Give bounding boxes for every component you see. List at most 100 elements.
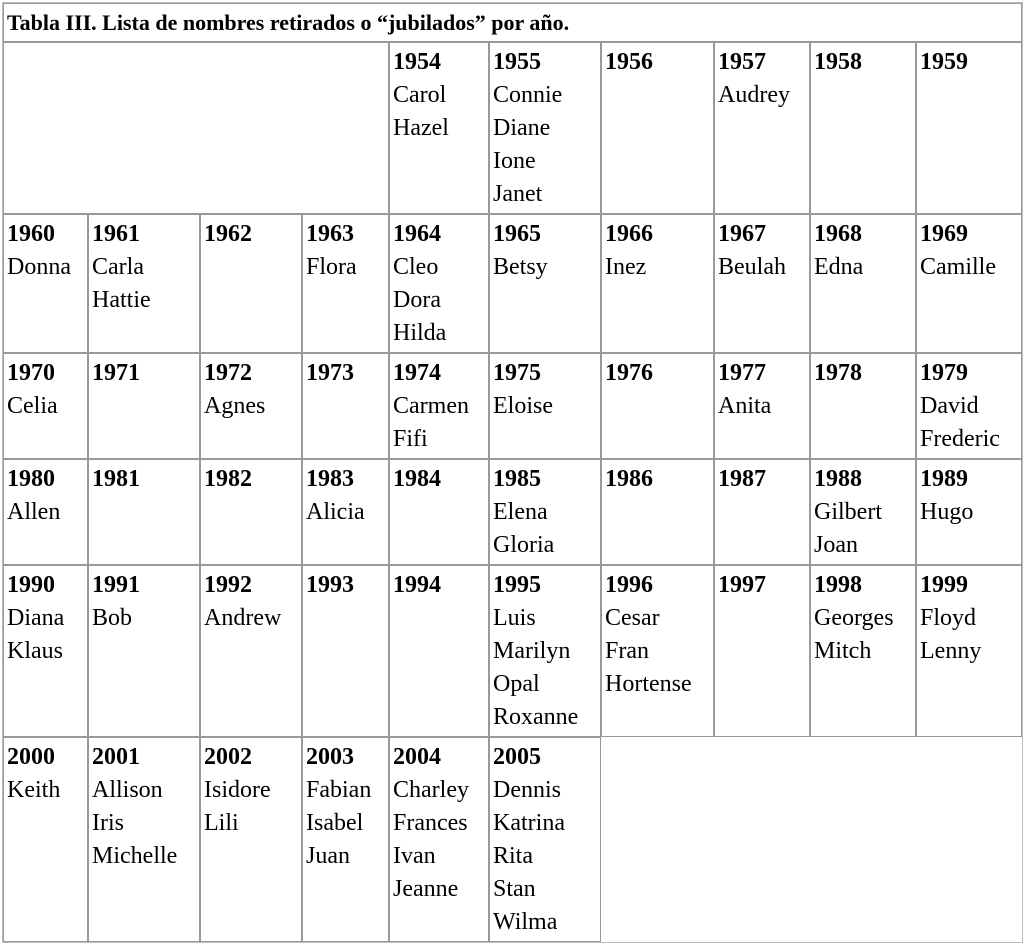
year: 1985 — [493, 466, 541, 492]
year: 1960 — [7, 221, 55, 247]
year-cell: 1969 Camille — [916, 214, 1023, 353]
name: Elena — [493, 499, 548, 525]
year: 2002 — [204, 744, 252, 770]
year-cell: 1988 Gilbert Joan — [810, 459, 916, 565]
year: 1995 — [493, 572, 541, 598]
name: Dora — [393, 287, 441, 313]
year-cell: 1999 Floyd Lenny — [916, 565, 1023, 737]
year-cell: 1976 — [601, 353, 714, 459]
year: 1986 — [605, 466, 653, 492]
year: 1963 — [306, 221, 354, 247]
name: Hattie — [92, 287, 151, 313]
name: Katrina — [493, 810, 565, 836]
year-cell: 1963 Flora — [302, 214, 389, 353]
name: Donna — [7, 254, 71, 280]
year: 2000 — [7, 744, 55, 770]
year-cell: 1974 Carmen Fifi — [389, 353, 489, 459]
year: 1957 — [718, 49, 766, 75]
year: 1961 — [92, 221, 140, 247]
name: David — [920, 393, 979, 419]
year-cell: 1986 — [601, 459, 714, 565]
year-cell: 1991 Bob — [88, 565, 200, 737]
year-cell: 1975 Eloise — [489, 353, 601, 459]
year: 1987 — [718, 466, 766, 492]
year-cell: 1959 — [916, 42, 1023, 214]
year-cell: 1995 Luis Marilyn Opal Roxanne — [489, 565, 601, 737]
year-cell: 1961 Carla Hattie — [88, 214, 200, 353]
empty-cell — [3, 42, 389, 214]
year-cell: 1965 Betsy — [489, 214, 601, 353]
year: 1977 — [718, 360, 766, 386]
name: Rita — [493, 843, 533, 869]
year: 1969 — [920, 221, 968, 247]
year-cell: 1964 Cleo Dora Hilda — [389, 214, 489, 353]
name: Frederic — [920, 426, 1000, 452]
year: 1976 — [605, 360, 653, 386]
name: Celia — [7, 393, 58, 419]
year: 1997 — [718, 572, 766, 598]
year: 1959 — [920, 49, 968, 75]
table-row: 1954 Carol Hazel 1955 Connie Diane Ione Janet 19… — [3, 42, 1023, 214]
name: Eloise — [493, 393, 553, 419]
year: 1967 — [718, 221, 766, 247]
name: Andrew — [204, 605, 282, 631]
year-cell: 1967 Beulah — [714, 214, 810, 353]
year: 1982 — [204, 466, 252, 492]
table-row: 1970 Celia 1971 1972 Agnes 1973 1974 Carmen Fifi… — [3, 353, 1023, 459]
name: Cesar — [605, 605, 660, 631]
year: 1979 — [920, 360, 968, 386]
year-cell: 2001 Allison Iris Michelle — [88, 737, 200, 942]
name: Allison — [92, 777, 163, 803]
name: Joan — [814, 532, 858, 558]
year: 1992 — [204, 572, 252, 598]
year-cell: 1982 — [200, 459, 302, 565]
name: Dennis — [493, 777, 561, 803]
name: Diane — [493, 115, 551, 141]
year: 2005 — [493, 744, 541, 770]
table-row: 1960 Donna 1961 Carla Hattie 1962 1963 Flora 196… — [3, 214, 1023, 353]
year-cell: 1956 — [601, 42, 714, 214]
year: 1964 — [393, 221, 441, 247]
year-cell: 1993 — [302, 565, 389, 737]
year-cell: 1968 Edna — [810, 214, 916, 353]
year-cell: 1972 Agnes — [200, 353, 302, 459]
year: 1954 — [393, 49, 441, 75]
empty-cell — [601, 737, 1022, 942]
name: Bob — [92, 605, 133, 631]
year-cell: 1955 Connie Diane Ione Janet — [489, 42, 601, 214]
table-row: 1980 Allen 1981 1982 1983 Alicia 1984 1985 Elena… — [3, 459, 1023, 565]
name: Carol — [393, 82, 447, 108]
name: Audrey — [718, 82, 790, 108]
name: Betsy — [493, 254, 548, 280]
name: Charley — [393, 777, 469, 803]
year: 1956 — [605, 49, 653, 75]
name: Stan — [493, 876, 536, 902]
year-cell: 1981 — [88, 459, 200, 565]
name: Inez — [605, 254, 647, 280]
name: Gloria — [493, 532, 555, 558]
year-cell: 1960 Donna — [3, 214, 88, 353]
year-cell: 1957 Audrey — [714, 42, 810, 214]
name: Roxanne — [493, 704, 579, 730]
year-cell: 1954 Carol Hazel — [389, 42, 489, 214]
year-cell: 1985 Elena Gloria — [489, 459, 601, 565]
name: Lili — [204, 810, 239, 836]
year: 2003 — [306, 744, 354, 770]
name: Ivan — [393, 843, 436, 869]
year-cell: 1997 — [714, 565, 810, 737]
year-cell: 1987 — [714, 459, 810, 565]
name: Hugo — [920, 499, 974, 525]
year: 1990 — [7, 572, 55, 598]
year-cell: 1980 Allen — [3, 459, 88, 565]
name: Allen — [7, 499, 61, 525]
table-row: 2000 Keith 2001 Allison Iris Michelle 2002 Isid… — [3, 737, 1022, 942]
name: Lenny — [920, 638, 982, 664]
year: 1988 — [814, 466, 862, 492]
name: Keith — [7, 777, 61, 803]
year: 1971 — [92, 360, 140, 386]
year: 1998 — [814, 572, 862, 598]
name: Isabel — [306, 810, 364, 836]
name: Ione — [493, 148, 536, 174]
